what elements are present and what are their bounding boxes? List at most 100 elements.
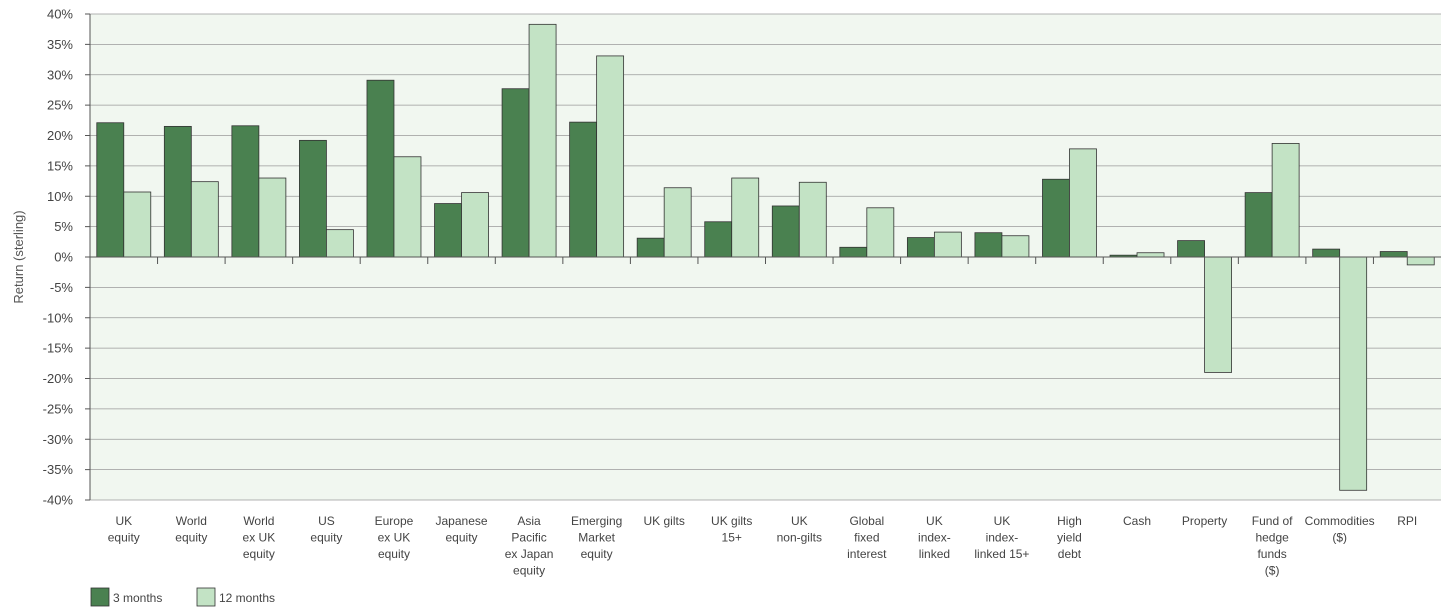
category-label: equity [446, 531, 478, 545]
category-label: linked 15+ [974, 547, 1029, 561]
category-label: World [243, 514, 274, 528]
category-label: ex Japan [505, 547, 554, 561]
category-label: UK [994, 514, 1011, 528]
category-label: UK gilts [711, 514, 752, 528]
category-label: debt [1058, 547, 1082, 561]
bar-3-months [1379, 251, 1408, 258]
bar-12-months [1001, 235, 1030, 258]
bar-3-months [569, 121, 598, 258]
category-label: linked [919, 547, 950, 561]
bars [96, 23, 1435, 491]
category-label: UK [115, 514, 132, 528]
category-label: Market [578, 531, 615, 545]
bar-12-months [326, 229, 354, 258]
y-tick-label: 15% [47, 158, 73, 173]
bar-3-months [636, 237, 665, 258]
y-tick-label: -35% [43, 462, 74, 477]
bar-3-months [1042, 178, 1070, 258]
category-label: index- [986, 531, 1019, 545]
y-tick-label: 40% [47, 7, 73, 22]
bar-12-months [190, 181, 219, 258]
category-label: Global [849, 514, 884, 528]
bar-12-months [1136, 252, 1165, 258]
bar-12-months [866, 207, 895, 258]
category-label: High [1057, 514, 1082, 528]
y-tick-label: 35% [47, 37, 73, 52]
bar-12-months [663, 187, 692, 258]
category-label: Cash [1123, 514, 1151, 528]
category-label: Europe [375, 514, 414, 528]
bar-12-months [1271, 142, 1300, 258]
y-tick-label: -5% [50, 280, 74, 295]
category-label: interest [847, 547, 887, 561]
category-label: ($) [1332, 531, 1347, 545]
bar-12-months [123, 191, 152, 258]
bar-3-months [1177, 240, 1205, 258]
bar-12-months [731, 177, 760, 258]
bar-12-months [1406, 256, 1435, 266]
category-label: equity [310, 531, 342, 545]
category-label: UK [791, 514, 808, 528]
y-tick-label: 5% [54, 219, 73, 234]
bar-12-months [1069, 148, 1097, 258]
category-label: ex UK [378, 531, 411, 545]
category-label: equity [581, 547, 613, 561]
bar-3-months [906, 237, 935, 258]
category-label: hedge [1255, 531, 1289, 545]
y-tick-label: 10% [47, 189, 73, 204]
category-label: 15+ [722, 531, 742, 545]
bar-12-months [461, 192, 489, 258]
bar-12-months [393, 156, 422, 258]
category-label: World [176, 514, 207, 528]
bar-12-months [933, 231, 962, 258]
bar-3-months [96, 122, 125, 258]
category-label: equity [175, 531, 207, 545]
y-axis-ticks: 40% 35% 30% 25% 20% 15% 10% 5% 0% -5% -10% -15% -20%… [43, 7, 90, 508]
y-axis-title: Return (sterling) [11, 210, 26, 303]
category-label: equity [513, 564, 545, 578]
legend-label: 12 months [219, 591, 275, 605]
category-label: Property [1182, 514, 1227, 528]
y-tick-label: 0% [54, 250, 73, 265]
category-label: RPI [1397, 514, 1417, 528]
bar-12-months [1339, 256, 1368, 491]
bar-3-months [974, 232, 1003, 258]
y-tick-label: 20% [47, 128, 73, 143]
category-label: Pacific [511, 531, 546, 545]
category-label: index- [918, 531, 951, 545]
category-label: equity [378, 547, 410, 561]
category-label: equity [108, 531, 140, 545]
category-label: equity [243, 547, 275, 561]
bar-3-months [163, 125, 192, 258]
category-label: US [318, 514, 335, 528]
bar-3-months [501, 88, 530, 258]
category-label: Asia [517, 514, 541, 528]
axes [89, 14, 1441, 500]
legend-swatch-3-months [90, 587, 110, 607]
category-label: ($) [1265, 564, 1280, 578]
category-labels: UK equity World equity World ex UK equity US equ… [108, 514, 1417, 578]
bar-12-months [596, 55, 625, 258]
bar-3-months [704, 221, 733, 258]
category-label: Emerging [571, 514, 622, 528]
bar-3-months [299, 139, 327, 258]
bar-3-months [1244, 192, 1273, 258]
y-tick-label: -10% [43, 310, 74, 325]
category-label: Fund of [1252, 514, 1293, 528]
category-label: ex UK [243, 531, 276, 545]
bar-3-months [839, 246, 868, 258]
y-tick-label: -40% [43, 493, 74, 508]
bar-3-months [771, 205, 800, 258]
bar-12-months [528, 23, 557, 258]
legend: 3 months 12 months [90, 587, 275, 607]
bar-3-months [1312, 248, 1341, 258]
category-label: Japanese [436, 514, 488, 528]
y-tick-label: -15% [43, 341, 74, 356]
y-tick-label: 30% [47, 67, 73, 82]
y-tick-label: -30% [43, 432, 74, 447]
legend-swatch-12-months [196, 587, 216, 607]
bar-12-months [1204, 256, 1232, 373]
category-label: Commodities [1305, 514, 1375, 528]
